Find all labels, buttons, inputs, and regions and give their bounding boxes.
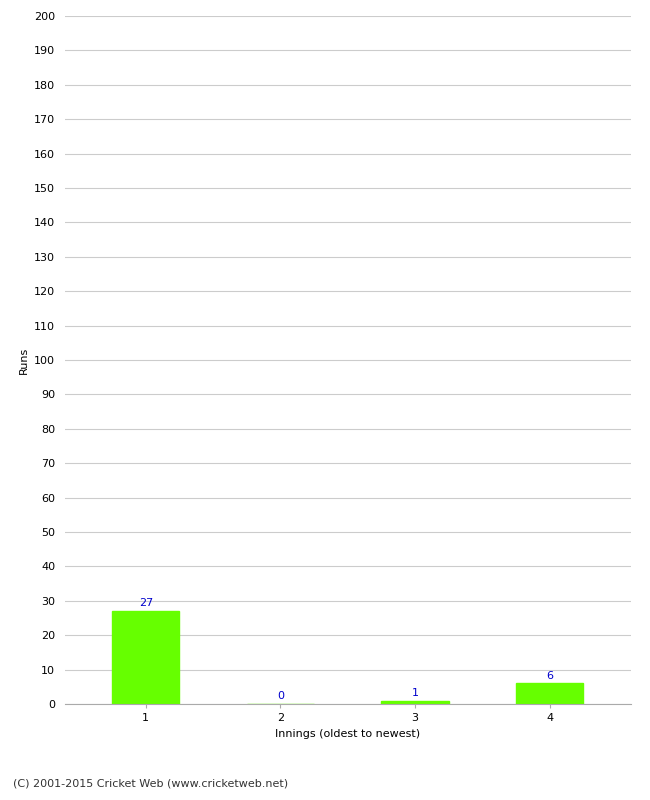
Text: (C) 2001-2015 Cricket Web (www.cricketweb.net): (C) 2001-2015 Cricket Web (www.cricketwe… xyxy=(13,778,288,788)
Y-axis label: Runs: Runs xyxy=(19,346,29,374)
Text: 0: 0 xyxy=(277,691,284,702)
Text: 27: 27 xyxy=(138,598,153,608)
Bar xyxy=(516,683,584,704)
Bar xyxy=(112,611,179,704)
Text: 6: 6 xyxy=(546,670,553,681)
Bar xyxy=(382,701,448,704)
Text: 1: 1 xyxy=(411,688,419,698)
X-axis label: Innings (oldest to newest): Innings (oldest to newest) xyxy=(275,729,421,738)
